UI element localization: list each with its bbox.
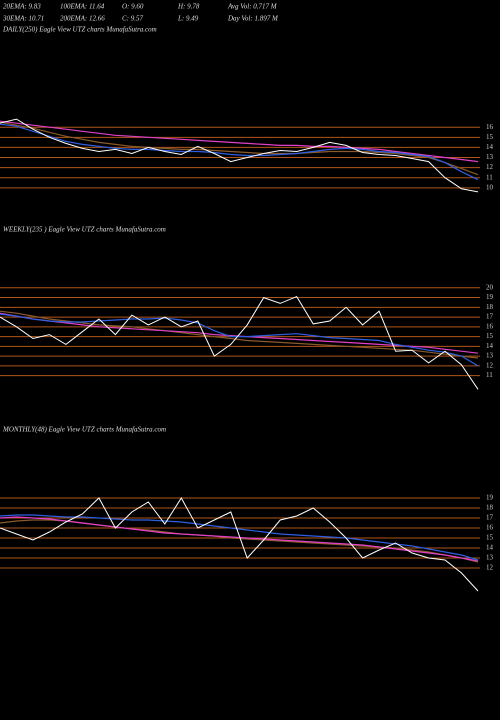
header-stat: 200EMA: 12.66 (60, 15, 105, 23)
y-tick-label: 15 (486, 133, 494, 141)
panel-title: MONTHLY(48) Eagle View UTZ charts Munafa… (2, 426, 166, 434)
header-stat: H: 9.78 (177, 3, 200, 11)
y-tick-label: 18 (486, 303, 494, 311)
y-tick-label: 13 (486, 153, 494, 161)
y-tick-label: 13 (486, 554, 494, 562)
header-stat: C: 9.57 (122, 15, 144, 23)
y-tick-label: 16 (486, 322, 494, 330)
series-line (0, 295, 479, 390)
series-line (0, 118, 479, 193)
panel-title: WEEKLY(235 ) Eagle View UTZ charts Munaf… (3, 226, 166, 234)
series-line (0, 121, 479, 176)
y-tick-label: 10 (486, 183, 494, 191)
header-stat: O: 9.60 (122, 3, 144, 11)
header-stat: 100EMA: 11.64 (60, 3, 105, 11)
header-stat: L: 9.49 (177, 15, 199, 23)
y-tick-label: 11 (486, 371, 493, 379)
y-tick-label: 12 (486, 163, 494, 171)
y-tick-label: 14 (486, 544, 494, 552)
y-tick-label: 18 (486, 504, 494, 512)
series-line (0, 519, 479, 563)
series-line (0, 312, 479, 354)
y-tick-label: 13 (486, 352, 494, 360)
panel-title: DAILY(250) Eagle View UTZ charts MunafaS… (2, 26, 157, 34)
y-tick-label: 19 (486, 293, 494, 301)
header-stat: 20EMA: 9.83 (3, 3, 41, 11)
header-stat: Avg Vol: 0.717 M (227, 3, 278, 11)
y-tick-label: 16 (486, 524, 494, 532)
series-line (0, 123, 479, 181)
y-tick-label: 20 (486, 283, 494, 291)
series-line (0, 497, 479, 592)
series-line (0, 516, 479, 562)
series-line (0, 120, 479, 163)
y-tick-label: 12 (486, 564, 494, 572)
y-tick-label: 14 (486, 143, 494, 151)
y-tick-label: 16 (486, 123, 494, 131)
y-tick-label: 15 (486, 534, 494, 542)
series-line (0, 313, 479, 367)
y-tick-label: 14 (486, 342, 494, 350)
y-tick-label: 15 (486, 332, 494, 340)
y-tick-label: 17 (486, 313, 494, 321)
y-tick-label: 12 (486, 361, 494, 369)
header-stat: Day Vol: 1.897 M (227, 15, 279, 23)
y-tick-label: 19 (486, 494, 494, 502)
y-tick-label: 11 (486, 173, 493, 181)
header-stat: 30EMA: 10.71 (2, 15, 44, 23)
y-tick-label: 17 (486, 514, 494, 522)
